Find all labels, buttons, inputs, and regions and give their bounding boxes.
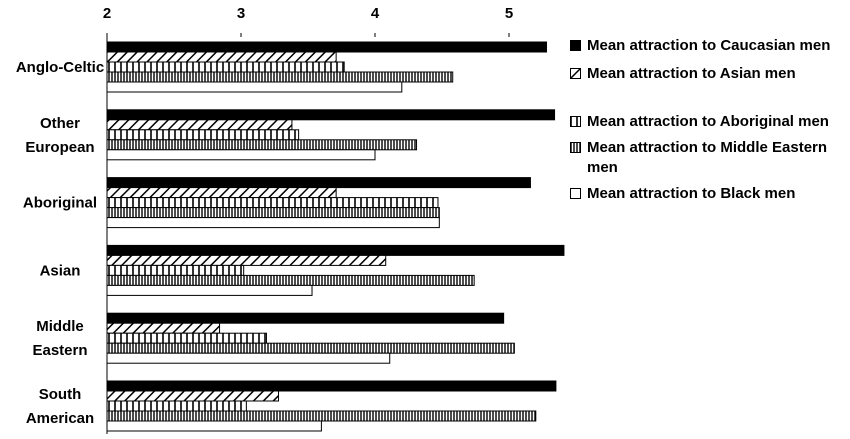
legend-item-caucasian: Mean attraction to Caucasian men xyxy=(570,36,845,56)
bar xyxy=(106,380,557,392)
bar xyxy=(106,400,247,412)
x-tick-label: 5 xyxy=(505,5,513,22)
legend-swatch-vertical-dense xyxy=(570,142,581,153)
legend-item-aboriginal: Mean attraction to Aboriginal men xyxy=(570,112,845,132)
bar xyxy=(106,109,556,121)
legend: Mean attraction to Caucasian men Mean at… xyxy=(570,36,845,204)
legend-item-black: Mean attraction to Black men xyxy=(570,184,845,204)
category-label: American xyxy=(26,410,94,427)
legend-swatch-empty xyxy=(570,188,581,199)
x-tick-label: 4 xyxy=(371,5,380,22)
bar xyxy=(106,342,515,354)
x-axis: 2 3 4 5 xyxy=(103,5,513,434)
bar xyxy=(106,119,293,131)
bar xyxy=(106,390,280,402)
category-label: European xyxy=(25,139,94,156)
legend-item-asian: Mean attraction to Asian men xyxy=(570,64,845,84)
legend-label: Mean attraction to Asian men xyxy=(587,65,796,82)
bar xyxy=(106,61,345,73)
legend-swatch-diagonal xyxy=(570,68,581,79)
bars xyxy=(106,41,565,432)
bar xyxy=(106,284,313,296)
legend-item-middle-eastern: Mean attraction to Middle Eastern men xyxy=(570,138,845,178)
bar xyxy=(106,274,475,286)
bar xyxy=(106,244,565,256)
bar xyxy=(106,410,537,422)
bar xyxy=(106,207,440,219)
bar xyxy=(106,149,376,161)
bar xyxy=(106,352,391,364)
category-label: Middle xyxy=(36,318,84,335)
bar xyxy=(106,254,387,266)
bar xyxy=(106,129,300,141)
category-label: South xyxy=(39,386,82,403)
category-label: Other xyxy=(40,115,80,132)
legend-swatch-vertical-open xyxy=(570,116,581,127)
category-labels: Anglo-Celtic Other European Aboriginal Asian… xyxy=(16,59,104,427)
legend-label: Mean attraction to Aboriginal men xyxy=(587,113,829,130)
category-label: Anglo-Celtic xyxy=(16,59,104,76)
bar xyxy=(106,41,548,53)
bar xyxy=(106,51,337,63)
bar xyxy=(106,420,322,432)
bar xyxy=(106,139,418,151)
bar xyxy=(106,312,505,324)
x-tick-label: 2 xyxy=(103,5,111,22)
bar xyxy=(106,332,267,344)
legend-label: Mean attraction to Caucasian men xyxy=(587,37,831,54)
category-label: Asian xyxy=(40,262,81,279)
bar xyxy=(106,187,337,199)
legend-label: Mean attraction to Black men xyxy=(587,185,796,202)
legend-label: Mean attraction to Middle Eastern men xyxy=(587,139,828,176)
bar xyxy=(106,177,531,189)
legend-swatch-solid xyxy=(570,40,581,51)
bar xyxy=(106,81,403,93)
bar xyxy=(106,264,245,276)
bar xyxy=(106,197,439,209)
bar xyxy=(106,71,454,83)
category-label: Aboriginal xyxy=(23,195,97,212)
bar xyxy=(106,322,221,334)
bar xyxy=(106,217,440,229)
x-tick-label: 3 xyxy=(237,5,245,22)
category-label: Eastern xyxy=(32,342,87,359)
